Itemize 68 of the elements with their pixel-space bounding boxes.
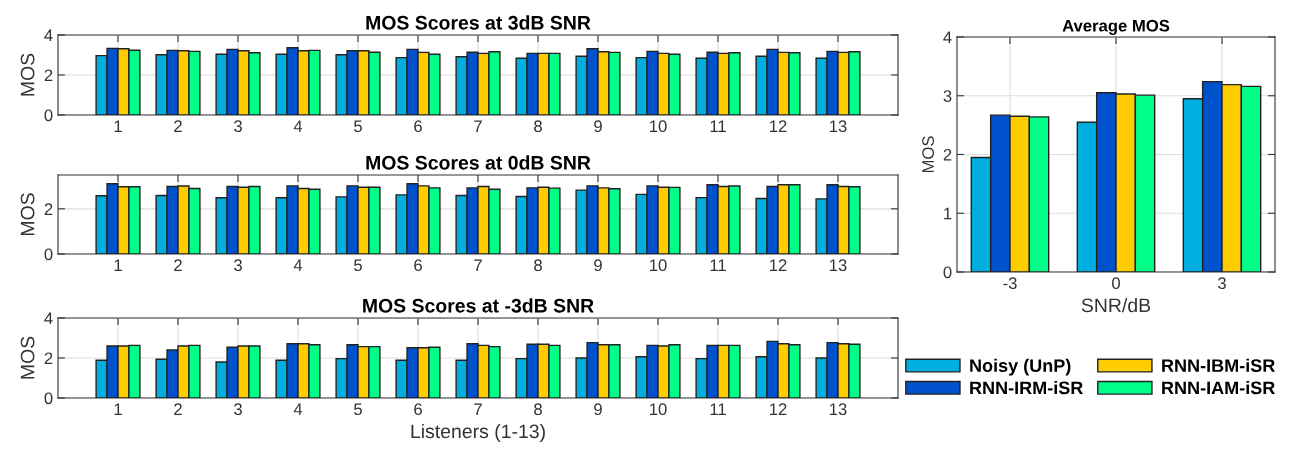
x-tick-label: 7 [474, 259, 482, 271]
x-tick-label: 4 [293, 259, 303, 271]
x-tick-label: 7 [474, 120, 482, 132]
y-axis-title: MOS [20, 53, 35, 96]
x-tick-label: 13 [830, 259, 847, 272]
x-tick-label: 9 [594, 259, 602, 272]
x-tick-label: 11 [710, 403, 726, 415]
x-tick-label: 6 [414, 259, 422, 272]
y-axis-title: MOS [20, 193, 35, 236]
x-tick-label: 7 [474, 403, 482, 415]
x-tick-label: 9 [594, 403, 602, 416]
x-tick-label: 2 [174, 403, 182, 415]
y-tick-label: 4 [44, 29, 53, 42]
x-tick-label: 9 [594, 120, 602, 133]
x-tick-label: -3 [1003, 277, 1017, 290]
x-tick-label: 1 [114, 403, 122, 415]
y-tick-label: 2 [44, 69, 53, 82]
y-tick-label: 4 [44, 312, 53, 325]
x-tick-label: 1 [114, 259, 122, 271]
x-tick-label: 10 [650, 259, 667, 272]
x-tick-label: 5 [354, 120, 362, 133]
x-tick-label: 8 [534, 120, 542, 133]
x-tick-label: 2 [174, 120, 182, 132]
y-tick-label: 2 [44, 352, 53, 365]
x-tick-label: 6 [414, 120, 422, 133]
x-tick-label: 12 [770, 120, 787, 132]
x-axis-title: Listeners (1-13) [411, 423, 545, 443]
y-tick-label: 0 [44, 248, 53, 261]
x-tick-label: 8 [534, 259, 542, 272]
x-tick-label: 11 [710, 120, 726, 132]
x-tick-label: 4 [293, 403, 303, 415]
x-tick-label: 13 [830, 403, 847, 416]
x-tick-label: 4 [293, 120, 303, 132]
x-tick-label: 1 [114, 120, 122, 132]
legend-label: RNN-IAM-iSR [1162, 381, 1275, 395]
x-tick-label: 3 [234, 403, 242, 416]
x-tick-label: 11 [710, 259, 726, 271]
legend-label: RNN-IBM-iSR [1162, 358, 1275, 373]
y-tick-label: 0 [44, 109, 53, 122]
x-tick-label: 12 [770, 403, 787, 415]
y-axis-title: MOS [922, 136, 935, 173]
y-tick-label: 2 [44, 203, 53, 215]
x-tick-label: 12 [770, 259, 787, 271]
legend-label: RNN-IRM-iSR [970, 381, 1083, 395]
x-tick-label: 5 [354, 259, 362, 272]
x-tick-label: 13 [830, 120, 847, 133]
y-tick-label: 2 [943, 148, 952, 161]
y-tick-label: 1 [944, 207, 952, 220]
x-tick-label: 0 [1112, 277, 1120, 290]
x-tick-label: 3 [1218, 277, 1226, 290]
x-tick-label: 3 [234, 259, 242, 272]
x-axis-title: SNR/dB [1081, 297, 1151, 313]
chart-title: MOS Scores at 3dB SNR [366, 15, 591, 30]
chart-title: Average MOS [1062, 19, 1170, 35]
x-tick-label: 10 [650, 403, 667, 416]
x-tick-label: 6 [414, 403, 422, 416]
y-tick-label: 4 [943, 31, 952, 44]
chart-title: MOS Scores at 0dB SNR [366, 155, 591, 170]
legend-label: Noisy (UnP) [970, 358, 1071, 376]
y-tick-label: 3 [943, 90, 952, 102]
x-tick-label: 3 [234, 120, 242, 133]
x-tick-label: 10 [650, 120, 667, 133]
x-tick-label: 5 [354, 403, 362, 416]
chart-title: MOS Scores at -3dB SNR [363, 298, 594, 313]
x-tick-label: 8 [534, 403, 542, 416]
x-tick-label: 2 [174, 259, 182, 271]
y-tick-label: 0 [44, 392, 53, 405]
y-axis-title: MOS [20, 336, 35, 379]
